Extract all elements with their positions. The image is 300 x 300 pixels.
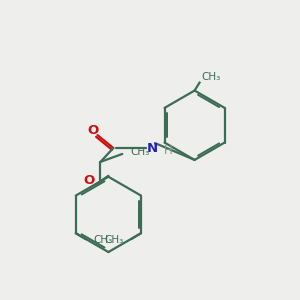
Text: CH₃: CH₃ bbox=[202, 72, 221, 82]
Text: N: N bbox=[146, 142, 158, 154]
Text: O: O bbox=[87, 124, 98, 137]
Text: O: O bbox=[83, 174, 94, 187]
Text: CH₃: CH₃ bbox=[130, 147, 149, 157]
Text: H: H bbox=[164, 143, 172, 157]
Text: CH₃: CH₃ bbox=[94, 235, 113, 245]
Text: CH₃: CH₃ bbox=[104, 235, 123, 245]
